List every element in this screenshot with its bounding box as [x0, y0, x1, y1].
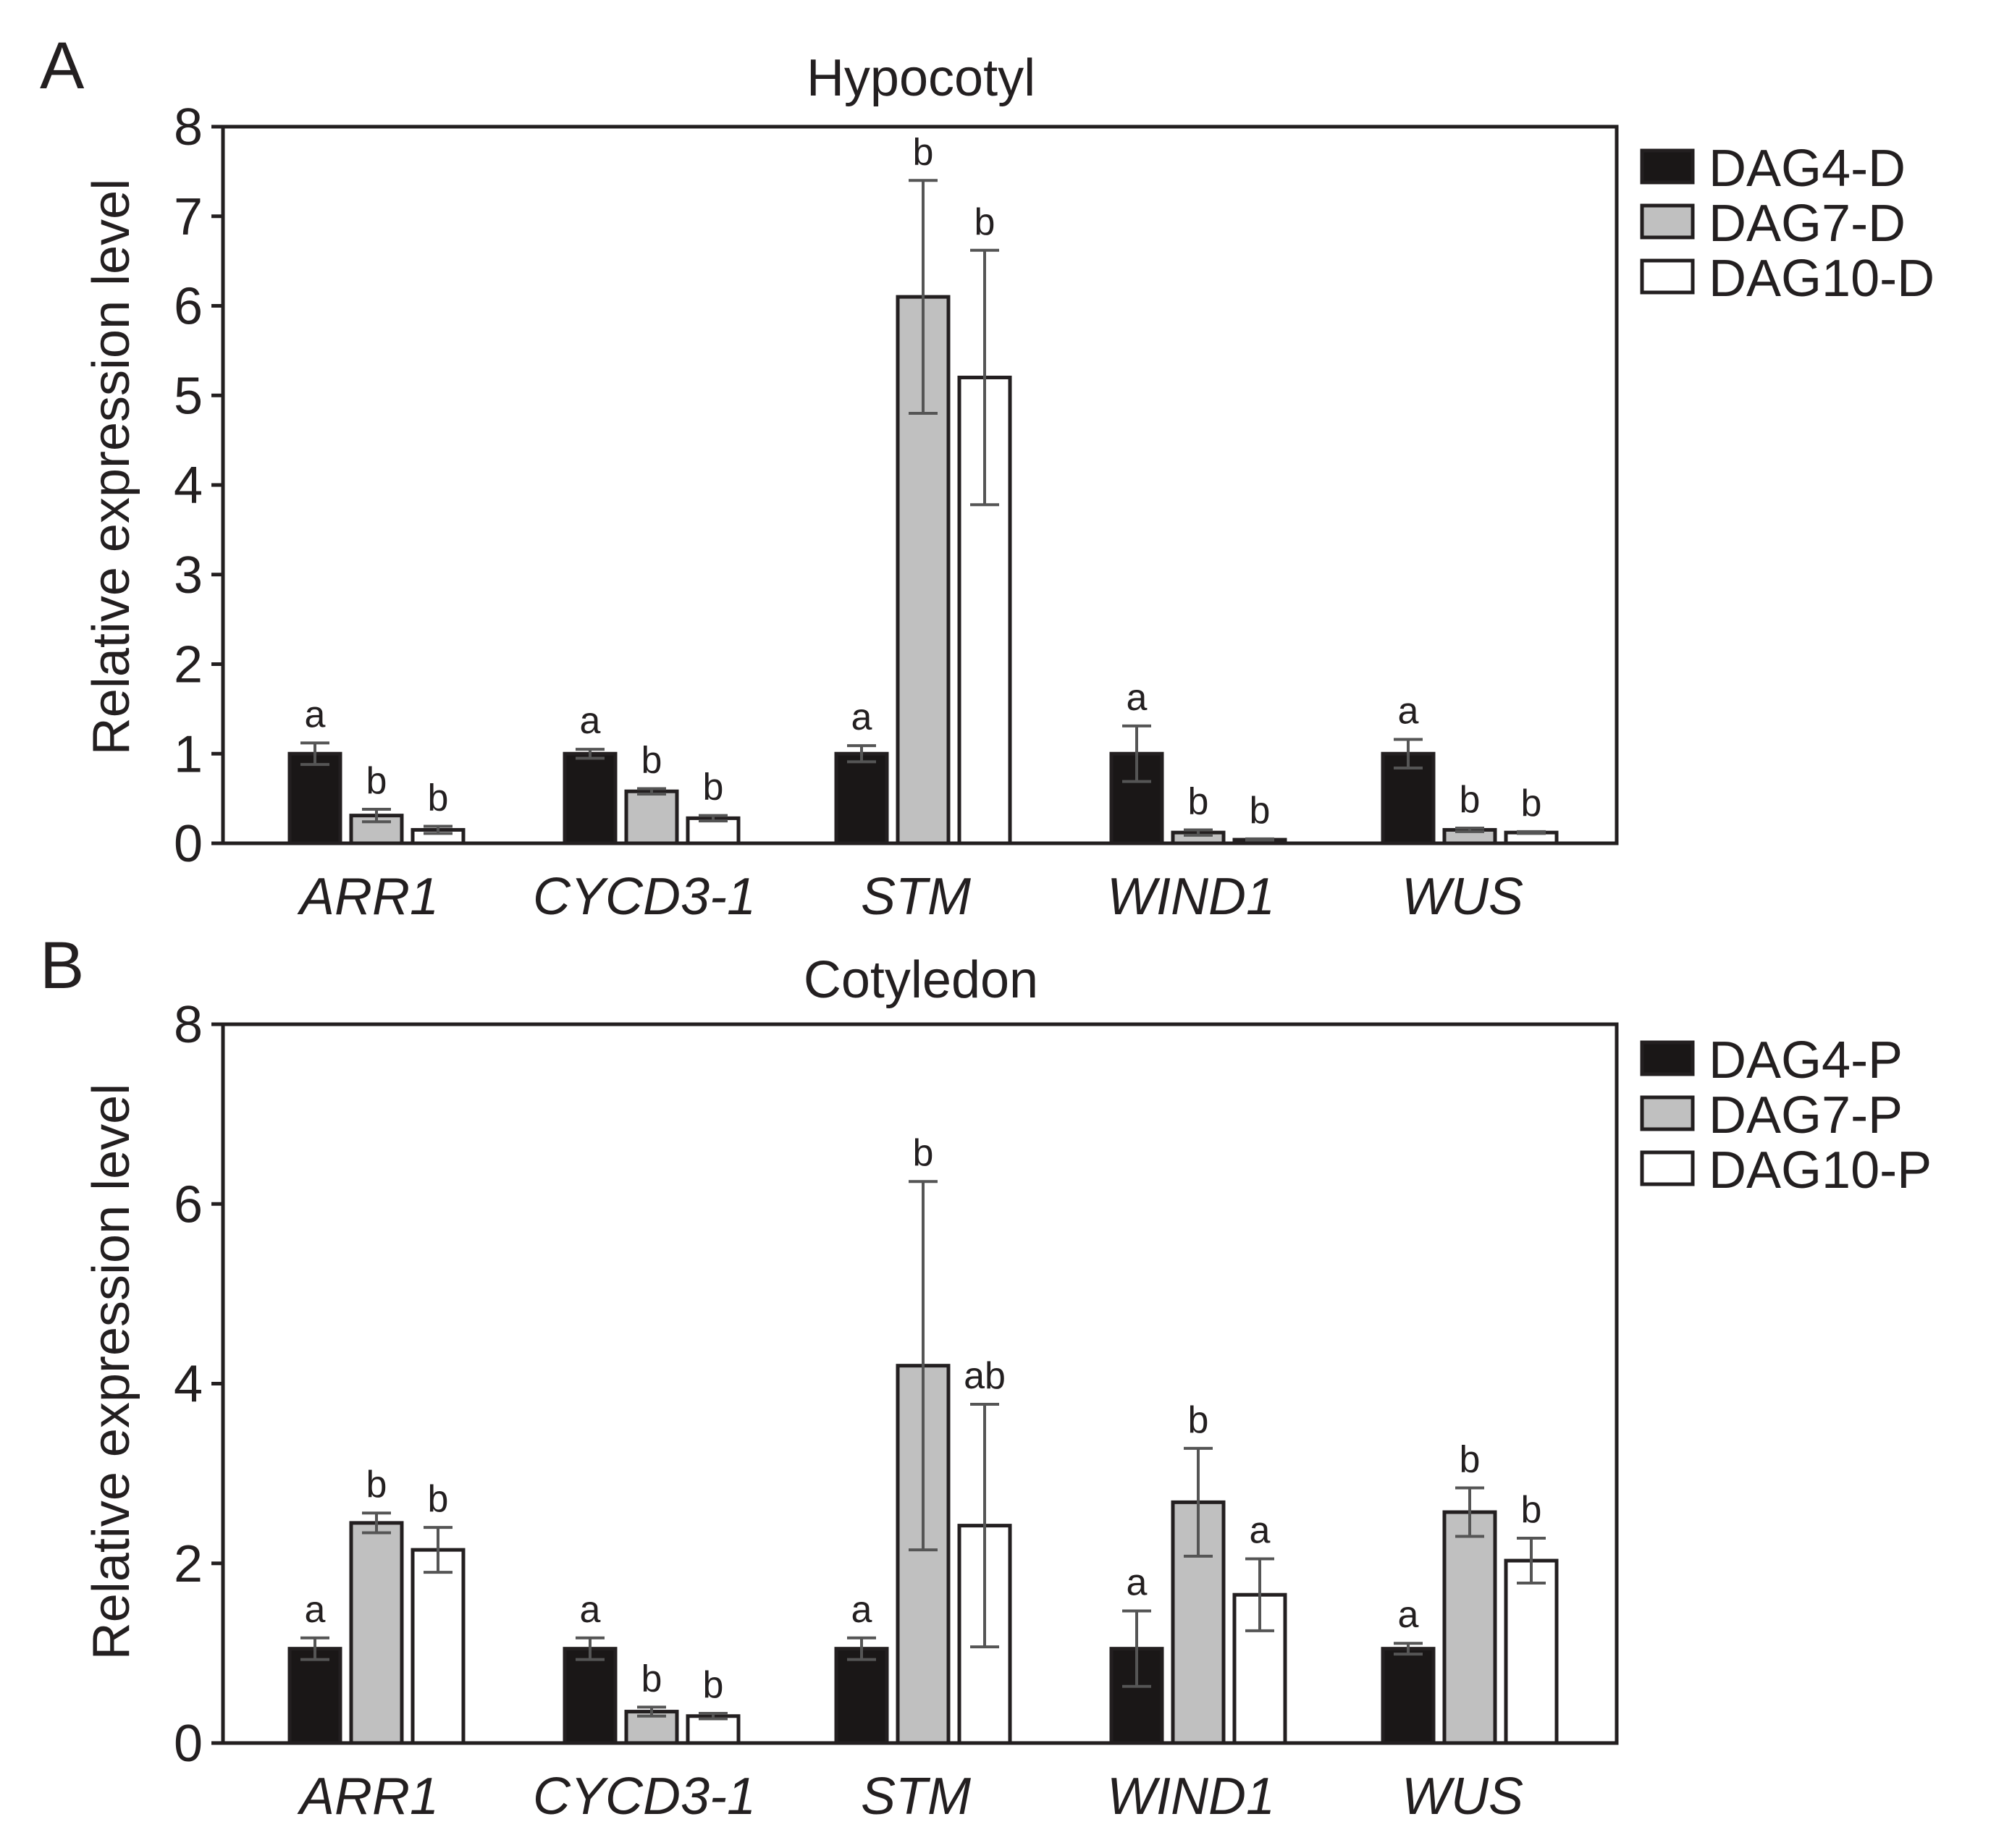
significance-letter: a: [1127, 1562, 1148, 1604]
significance-letter: a: [305, 693, 326, 735]
bar: [563, 1647, 618, 1745]
bar: [287, 1647, 342, 1745]
bar: [287, 751, 342, 845]
y-tick-label: 6: [174, 278, 203, 336]
y-tick-label: 6: [174, 1176, 203, 1233]
panel-b-title: Cotyledon: [804, 951, 1038, 1009]
significance-letter: b: [703, 1664, 724, 1706]
panel-b-plot-frame: [221, 1022, 1619, 1745]
significance-letter: b: [428, 1478, 449, 1520]
legend-swatch: [1640, 148, 1695, 185]
panel-b: B Cotyledon Relative expression level 0 2…: [40, 929, 1932, 1826]
y-tick-label: 2: [174, 636, 203, 694]
significance-letter: a: [305, 1589, 326, 1631]
legend-swatch: [1640, 1040, 1695, 1076]
significance-letter: a: [580, 1589, 601, 1631]
x-category-label: STM: [861, 1768, 971, 1826]
significance-letter: a: [851, 696, 872, 738]
panel-a: A Hypocotyl Relative expression level 0 1…: [40, 29, 1935, 926]
panel-a-plot-frame: [221, 125, 1619, 845]
significance-letter: b: [428, 777, 449, 819]
significance-letter: b: [366, 760, 387, 802]
significance-letter: b: [641, 740, 662, 782]
bar: [834, 1647, 889, 1745]
significance-letter: b: [1460, 1438, 1481, 1480]
significance-letter: a: [1398, 690, 1419, 732]
panel-letter-a: A: [40, 29, 85, 103]
legend-swatch: [1640, 203, 1695, 240]
bar: [624, 789, 679, 845]
legend-label: DAG4-D: [1709, 140, 1906, 198]
y-tick-label: 8: [174, 98, 203, 156]
panel-a-y-axis-label: Relative expression level: [83, 179, 140, 755]
legend-swatch: [1640, 1095, 1695, 1131]
legend-label: DAG7-D: [1709, 195, 1906, 253]
significance-letter: b: [703, 767, 724, 809]
x-category-label: WUS: [1402, 868, 1523, 926]
significance-letter: b: [1250, 790, 1271, 832]
significance-letter: b: [975, 201, 996, 243]
legend-label: DAG4-P: [1709, 1031, 1903, 1089]
x-category-label: ARR1: [297, 1768, 439, 1826]
y-tick-label: 0: [174, 815, 203, 873]
y-tick-label: 8: [174, 996, 203, 1054]
bar: [1442, 1510, 1497, 1745]
x-category-label: WUS: [1402, 1768, 1523, 1826]
panel-letter-b: B: [40, 929, 84, 1003]
significance-letter: b: [1521, 782, 1542, 824]
x-category-label: CYCD3-1: [533, 868, 756, 926]
bar: [1381, 1647, 1436, 1745]
x-category-label: ARR1: [297, 868, 439, 926]
x-category-label: CYCD3-1: [533, 1768, 756, 1826]
significance-letter: a: [1398, 1594, 1419, 1636]
x-category-label: STM: [861, 868, 971, 926]
x-category-label: WIND1: [1107, 1768, 1275, 1826]
y-tick-label: 2: [174, 1535, 203, 1593]
panel-a-title: Hypocotyl: [807, 49, 1035, 107]
legend-label: DAG10-D: [1709, 250, 1935, 308]
significance-letter: a: [1250, 1510, 1271, 1552]
significance-letter: b: [913, 1132, 934, 1174]
legend-swatch: [1640, 1150, 1695, 1186]
bar: [834, 751, 889, 845]
legend-label: DAG10-P: [1709, 1142, 1932, 1199]
y-tick-label: 4: [174, 1356, 203, 1414]
significance-letter: b: [366, 1464, 387, 1506]
bar: [1504, 1558, 1559, 1745]
y-tick-label: 5: [174, 367, 203, 425]
y-tick-label: 7: [174, 188, 203, 246]
bar: [349, 1521, 404, 1745]
significance-letter: b: [1188, 780, 1209, 822]
significance-letter: b: [913, 131, 934, 173]
legend-label: DAG7-P: [1709, 1087, 1903, 1144]
y-tick-label: 3: [174, 547, 203, 604]
bar: [563, 751, 618, 845]
x-category-label: WIND1: [1107, 868, 1275, 926]
significance-letter: a: [580, 700, 601, 742]
panel-b-y-axis-label: Relative expression level: [83, 1084, 140, 1660]
y-tick-label: 0: [174, 1715, 203, 1773]
significance-letter: ab: [964, 1355, 1006, 1397]
bar: [411, 1548, 466, 1745]
significance-letter: b: [1188, 1399, 1209, 1441]
significance-letter: b: [641, 1658, 662, 1700]
significance-letter: a: [851, 1589, 872, 1631]
significance-letter: b: [1460, 779, 1481, 821]
y-tick-label: 4: [174, 457, 203, 515]
legend-swatch: [1640, 258, 1695, 295]
y-tick-label: 1: [174, 725, 203, 783]
significance-letter: b: [1521, 1489, 1542, 1531]
significance-letter: a: [1127, 677, 1148, 719]
